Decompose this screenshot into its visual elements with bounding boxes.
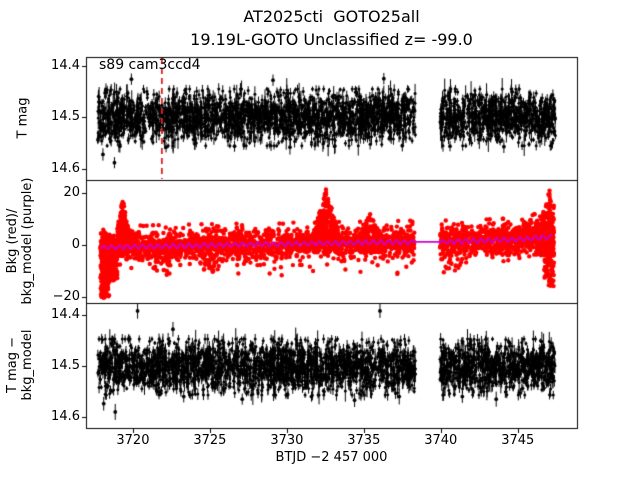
y-tick-label: 14.4 xyxy=(51,57,80,73)
y-tick-label: 14.4 xyxy=(51,306,80,322)
y-tick-label: 14.5 xyxy=(51,357,80,373)
x-tick-label: 3745 xyxy=(501,433,535,448)
x-tick-label: 3725 xyxy=(193,433,227,448)
x-tick-label: 3740 xyxy=(424,433,458,448)
y-tick-label: 14.5 xyxy=(51,109,80,125)
figure-title: AT2025cti GOTO25all 19.19L-GOTO Unclassi… xyxy=(86,5,577,51)
y-axis-label-bkg: Bkg (red)/ bkg_model (purple) xyxy=(5,177,35,305)
y-axis-label-tmag: T mag xyxy=(15,97,31,139)
y-tick-label: 20 xyxy=(63,184,80,200)
y-tick-label: 14.6 xyxy=(51,408,80,424)
x-tick-label: 3720 xyxy=(116,433,150,448)
camera-annotation: s89 cam3ccd4 xyxy=(99,57,201,73)
title-line-1: AT2025cti GOTO25all xyxy=(243,7,420,26)
x-axis-label: BTJD −2 457 000 xyxy=(275,450,388,465)
y-axis-label-tmag-minus-bkg: T mag − bkg_model xyxy=(5,329,35,401)
x-tick-label: 3730 xyxy=(270,433,304,448)
title-line-2: 19.19L-GOTO Unclassified z= -99.0 xyxy=(190,30,473,49)
x-tick-label: 3735 xyxy=(347,433,381,448)
y-tick-label: −20 xyxy=(52,288,80,304)
y-tick-label: 0 xyxy=(71,236,80,252)
y-tick-label: 14.6 xyxy=(51,160,80,176)
